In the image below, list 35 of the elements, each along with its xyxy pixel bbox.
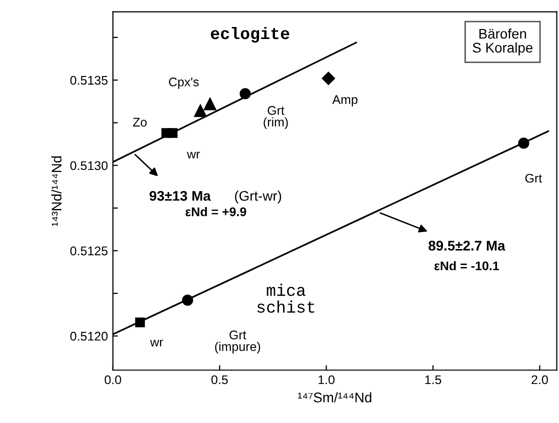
point: [518, 138, 530, 149]
series-label: wr: [150, 340, 164, 346]
x-tick-label: 0.5: [211, 375, 228, 384]
point: [204, 98, 216, 110]
text: Grt: [525, 174, 542, 183]
annotation: εNd = +9.9: [186, 207, 246, 216]
point: [322, 72, 336, 85]
y-tick-label: 0.5125: [70, 246, 108, 256]
y-tick-label: 0.5120: [70, 332, 108, 341]
x-tick-label: 0.0: [104, 375, 122, 384]
x-tick-label: 2.0: [532, 375, 548, 384]
y-tick-label: 0.5130: [70, 161, 108, 170]
annotation: mica schist: [257, 284, 314, 313]
annotation: εNd = -10.1: [434, 261, 499, 270]
series-label: Zo: [132, 118, 147, 127]
annotation: (Grt-wr): [235, 190, 282, 204]
y-tick-label: 0.5135: [70, 76, 108, 85]
series-label: Grt (rim): [264, 106, 288, 129]
text: Grt (impure): [215, 330, 260, 354]
series-label: wr: [186, 152, 200, 158]
annotation: eclogite: [210, 26, 290, 43]
point: [194, 104, 207, 118]
point: [182, 294, 194, 306]
annotation: 93±13 Ma: [150, 190, 211, 201]
annotation: 89.5±2.7 Ma: [428, 240, 506, 251]
point: [135, 317, 145, 328]
y-axis-title: ¹⁴³Nd/¹⁴⁴Nd: [51, 156, 62, 226]
point: [168, 128, 178, 138]
x-tick-label: 1.0: [318, 375, 335, 384]
x-tick-label: 1.5: [425, 375, 442, 384]
series-label: Cpx's: [168, 78, 199, 89]
x-axis-title: ¹⁴⁷Sm/¹⁴⁴Nd: [298, 392, 372, 402]
point: [240, 88, 251, 100]
series-label: Amp: [332, 95, 358, 106]
annotation: Bärofen S Koralpe: [472, 28, 532, 56]
